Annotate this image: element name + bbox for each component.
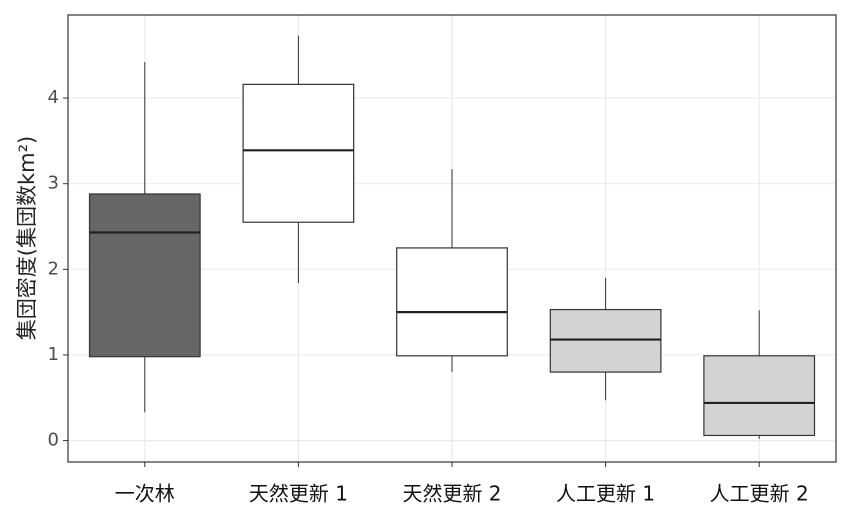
y-tick-label: 1 <box>48 344 59 365</box>
box <box>396 247 508 357</box>
box <box>242 83 355 223</box>
x-tick-label: 天然更新 1 <box>249 482 348 506</box>
box <box>703 355 816 437</box>
box <box>549 308 662 373</box>
y-axis-label: 集団密度(集団数km²) <box>15 136 39 340</box>
x-tick-label: 一次林 <box>115 482 175 506</box>
x-tick-label: 人工更新 2 <box>710 482 809 506</box>
plot-border <box>67 14 837 463</box>
x-tick-label: 人工更新 1 <box>556 482 655 506</box>
y-tick-label: 0 <box>48 430 59 451</box>
x-tick-label: 天然更新 2 <box>402 482 501 506</box>
y-tick-label: 2 <box>48 258 59 279</box>
y-tick-label: 3 <box>48 173 59 194</box>
box <box>88 193 201 358</box>
y-tick-label: 4 <box>48 87 59 108</box>
